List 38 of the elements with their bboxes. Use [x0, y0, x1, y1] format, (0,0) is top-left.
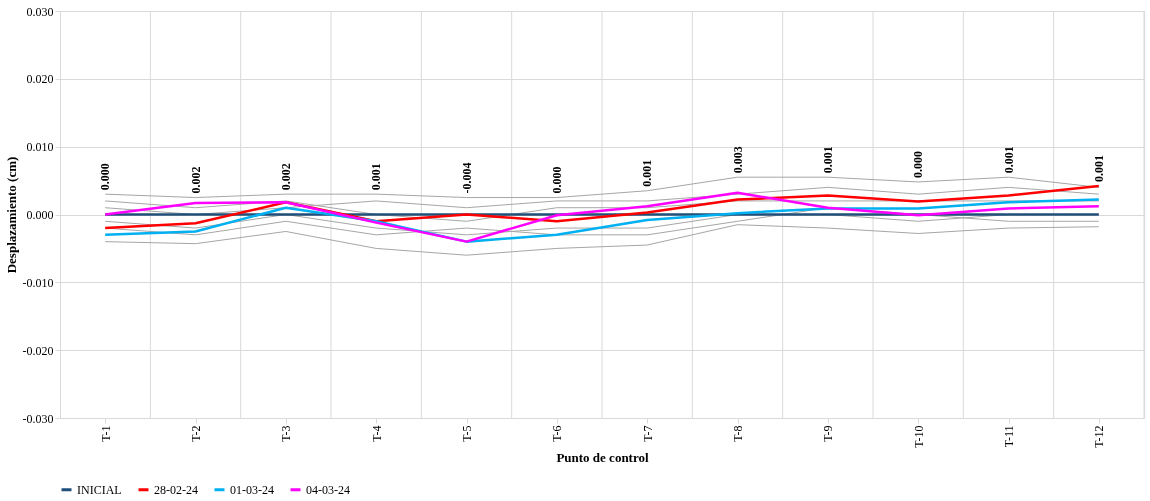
x-tick-label: T-9	[821, 425, 836, 442]
annotation: 0.003	[730, 146, 745, 174]
line-series	[104, 224, 1100, 256]
x-tick-label: T-8	[731, 425, 745, 442]
annotation: 0.002	[278, 163, 293, 191]
annotation: 0.001	[369, 163, 384, 191]
annotation: 0.000	[98, 163, 113, 191]
x-tick-label: T-11	[1002, 425, 1016, 448]
legend-label: 01-03-24	[230, 482, 274, 497]
annotation: 0.001	[640, 159, 655, 187]
x-tick-label: T-12	[1092, 425, 1107, 448]
x-tick-label: T-10	[911, 425, 926, 448]
y-tick-label: 0.010	[26, 140, 54, 155]
x-tick-label: T-2	[189, 425, 203, 442]
x-axis-title: Punto de control	[556, 449, 649, 465]
annotation: -0.004	[459, 162, 474, 194]
x-tick-label: T-7	[640, 425, 655, 442]
annotation: 0.000	[911, 150, 926, 178]
x-tick-label: T-5	[460, 425, 474, 442]
annotation: 0.002	[188, 166, 203, 194]
legend-label: 28-02-24	[154, 482, 198, 497]
y-tick-label: 0.000	[26, 208, 54, 222]
y-tick-label: -0.020	[22, 343, 54, 358]
annotation: 0.001	[1091, 155, 1106, 183]
annotation: 0.001	[820, 146, 835, 174]
y-tick-label: -0.030	[22, 411, 54, 426]
y-axis-title: Desplazamiento (cm)	[3, 156, 19, 274]
y-tick-label: 0.030	[26, 4, 54, 19]
x-tick-label: T-6	[550, 425, 565, 442]
y-tick-label: -0.010	[22, 275, 54, 290]
y-tick-label: 0.020	[26, 72, 54, 87]
x-tick-label: T-3	[279, 425, 294, 442]
x-tick-label: T-1	[98, 425, 113, 442]
annotation: 0.000	[549, 166, 564, 194]
x-tick-label: T-4	[369, 425, 384, 442]
legend-label: 04-03-24	[306, 482, 350, 497]
legend-label: INICIAL	[77, 482, 122, 497]
annotation: 0.001	[1001, 146, 1016, 174]
